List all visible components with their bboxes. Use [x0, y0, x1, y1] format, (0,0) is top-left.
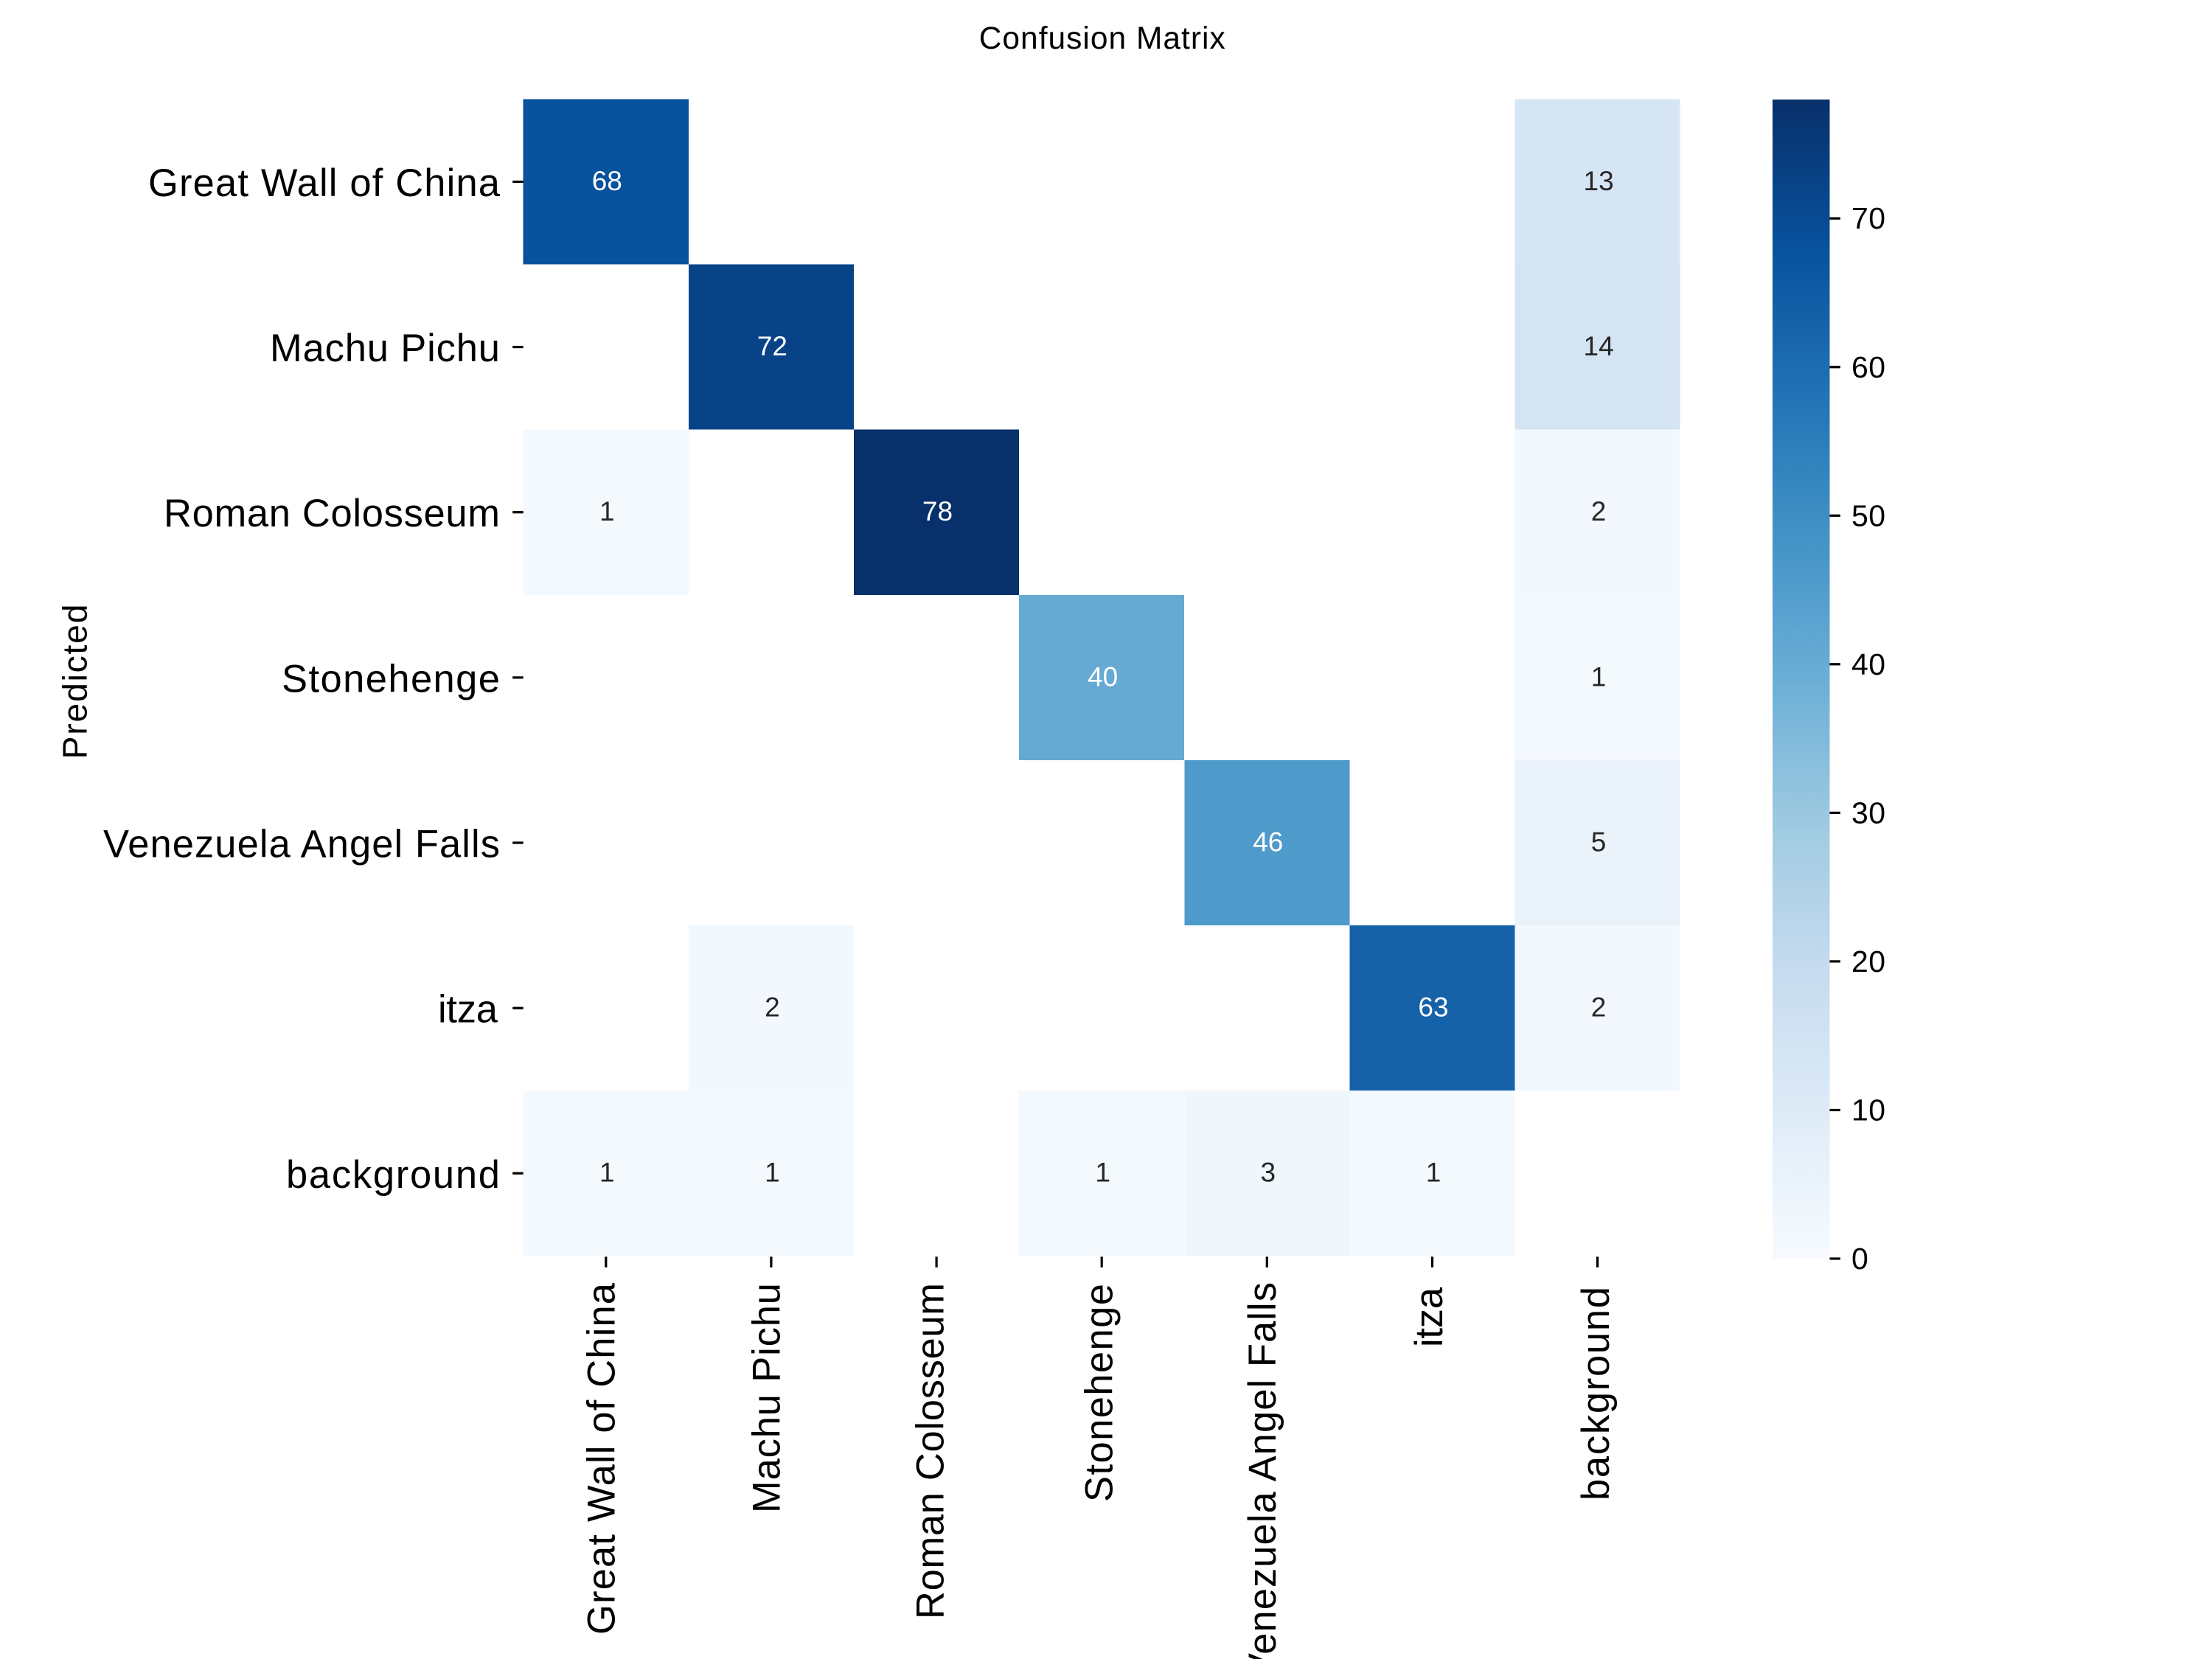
svg-text:background: background: [286, 1153, 500, 1197]
svg-text:72: 72: [757, 331, 787, 361]
svg-text:background: background: [1574, 1287, 1618, 1500]
svg-text:itza: itza: [1408, 1287, 1451, 1347]
svg-text:Machu Pichu: Machu Pichu: [745, 1283, 788, 1513]
svg-text:Venezuela Angel Falls: Venezuela Angel Falls: [103, 823, 500, 866]
svg-text:0: 0: [1851, 1242, 1868, 1276]
svg-text:1: 1: [599, 1158, 615, 1188]
svg-text:60: 60: [1851, 350, 1885, 384]
svg-text:13: 13: [1584, 166, 1614, 196]
svg-text:Stonehenge: Stonehenge: [1078, 1284, 1121, 1502]
svg-text:Great Wall of China: Great Wall of China: [148, 161, 501, 205]
svg-text:63: 63: [1418, 992, 1448, 1023]
svg-text:Confusion Matrix: Confusion Matrix: [979, 21, 1225, 56]
svg-text:68: 68: [592, 166, 622, 196]
svg-text:20: 20: [1851, 945, 1885, 978]
svg-text:46: 46: [1253, 827, 1283, 857]
svg-text:itza: itza: [438, 988, 498, 1032]
svg-text:3: 3: [1261, 1158, 1276, 1188]
svg-text:50: 50: [1851, 498, 1885, 532]
svg-text:40: 40: [1851, 647, 1885, 681]
svg-text:Great Wall of China: Great Wall of China: [580, 1282, 623, 1635]
svg-text:1: 1: [1426, 1158, 1441, 1188]
svg-text:1: 1: [765, 1158, 780, 1188]
svg-text:40: 40: [1088, 661, 1118, 692]
svg-text:1: 1: [1095, 1158, 1110, 1188]
svg-text:Roman Colosseum: Roman Colosseum: [909, 1283, 953, 1619]
svg-text:14: 14: [1584, 331, 1614, 361]
svg-text:10: 10: [1851, 1093, 1885, 1127]
svg-text:1: 1: [1591, 661, 1607, 692]
svg-text:1: 1: [599, 496, 615, 526]
svg-text:70: 70: [1851, 201, 1885, 235]
svg-text:Predicted: Predicted: [56, 605, 94, 759]
svg-text:Machu Pichu: Machu Pichu: [270, 327, 500, 370]
svg-text:2: 2: [765, 992, 780, 1023]
svg-text:30: 30: [1851, 796, 1885, 830]
svg-text:Stonehenge: Stonehenge: [282, 657, 500, 700]
svg-text:78: 78: [922, 496, 953, 526]
svg-text:Roman Colosseum: Roman Colosseum: [164, 492, 500, 535]
svg-text:Venezuela Angel Falls: Venezuela Angel Falls: [1241, 1282, 1284, 1659]
svg-text:5: 5: [1591, 827, 1607, 857]
svg-text:2: 2: [1591, 496, 1607, 526]
svg-text:2: 2: [1591, 992, 1607, 1023]
